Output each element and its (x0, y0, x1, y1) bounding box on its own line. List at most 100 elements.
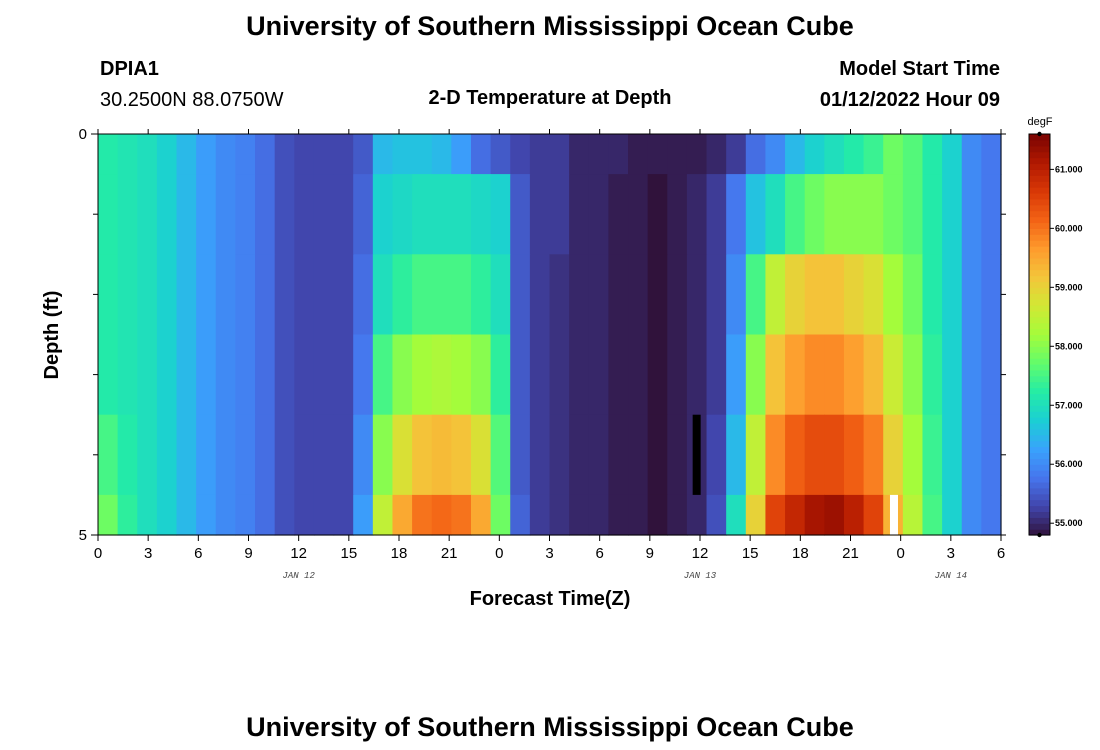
heatmap-cell (313, 254, 335, 336)
heatmap-cell (137, 134, 158, 175)
heatmap-cell (529, 254, 551, 336)
colorbar-band (1029, 287, 1050, 294)
heatmap-cell (156, 254, 178, 336)
colorbar-band (1029, 192, 1050, 200)
heatmap-cell (902, 414, 924, 496)
heatmap-cell (274, 134, 295, 175)
heatmap-cell (412, 254, 433, 336)
colorbar-band (1029, 263, 1050, 271)
colorbar-ticks: 55.000 56.000 57.000 58.000 59.000 60.000 61.0… (1050, 164, 1083, 528)
heatmap-cell (549, 414, 570, 496)
x-tick-label: 21 (441, 545, 458, 562)
y-axis: 05 (79, 126, 1006, 544)
heatmap-cell (824, 174, 845, 255)
colorbar-band (1029, 523, 1050, 530)
x-axis-label: Forecast Time(Z) (470, 588, 631, 610)
heatmap-cell (215, 414, 237, 496)
heatmap-cell (176, 334, 197, 416)
heatmap-cell (294, 174, 315, 255)
heatmap-cell (726, 494, 747, 536)
x-tick-label: 3 (144, 545, 152, 562)
heatmap-cell (353, 334, 374, 416)
heatmap-cell (902, 174, 924, 255)
colorbar-band (1029, 464, 1050, 471)
colorbar (1029, 131, 1050, 538)
colorbar-band (1029, 310, 1050, 318)
plot-title: 2-D Temperature at Depth (428, 87, 671, 109)
heatmap-cell (706, 174, 727, 255)
heatmap-cell (490, 254, 511, 336)
heatmap-cell (313, 134, 335, 175)
x-tick-label: 6 (595, 545, 603, 562)
heatmap-cell (824, 254, 845, 336)
heatmap-cell (333, 174, 354, 255)
heatmap-cell (529, 174, 551, 255)
colorbar-band (1029, 204, 1050, 212)
heatmap-cell (196, 174, 217, 255)
colorbar-band (1029, 216, 1050, 224)
x-tick-label: 6 (997, 545, 1005, 562)
date-labels: JAN 12 JAN 13 JAN 14 (282, 571, 967, 581)
colorbar-band (1029, 428, 1050, 436)
heatmap-cell (588, 254, 609, 336)
heatmap-cell (843, 494, 865, 536)
heatmap-cell (883, 174, 904, 255)
colorbar-band (1029, 358, 1050, 365)
heatmap-cell (470, 494, 492, 536)
heatmap-cell (804, 134, 825, 175)
heatmap-cell (470, 134, 492, 175)
heatmap-cell (549, 254, 570, 336)
heatmap-cell (235, 174, 256, 255)
colorbar-band (1029, 446, 1050, 454)
heatmap-cell (843, 334, 865, 416)
heatmap-cell (706, 494, 727, 536)
colorbar-band (1029, 452, 1050, 459)
heatmap-cell (843, 174, 865, 255)
heatmap-cell (353, 414, 374, 496)
heatmap-cell (235, 414, 256, 496)
x-axis: 0 3 6 9 12 15 18 21 0 3 6 9 12 15 18 21 0 3 6 (94, 129, 1005, 562)
heatmap-cell (196, 414, 217, 496)
colorbar-unit: degF (1027, 116, 1052, 128)
chart-title: University of Southern Mississippi Ocean… (246, 11, 854, 41)
colorbar-band (1029, 399, 1050, 406)
heatmap-cell (313, 174, 335, 255)
heatmap-cell (215, 494, 237, 536)
heatmap-cell (785, 494, 806, 536)
colorbar-band (1029, 234, 1050, 241)
date-label: JAN 14 (935, 571, 967, 581)
colorbar-band (1029, 175, 1050, 182)
heatmap-cell (372, 494, 394, 536)
heatmap-cell (294, 134, 315, 175)
heatmap-cell (922, 414, 943, 496)
heatmap-cell (942, 134, 963, 175)
colorbar-band (1029, 417, 1050, 424)
heatmap-cell (804, 494, 825, 536)
heatmap-cell (235, 334, 256, 416)
heatmap-cell (608, 414, 629, 496)
heatmap-cell (647, 414, 668, 496)
heatmap-cell (902, 254, 924, 336)
heatmap-cell (333, 334, 354, 416)
heatmap-cell (883, 134, 904, 175)
x-tick-label: 0 (495, 545, 503, 562)
heatmap-cell (686, 494, 708, 536)
heatmap-cell (981, 254, 1002, 336)
heatmap-cell (255, 254, 276, 336)
heatmap-cell (412, 174, 433, 255)
heatmap-cell (196, 254, 217, 336)
heatmap-cell (902, 334, 924, 416)
heatmap-cell (490, 134, 511, 175)
heatmap-cell (255, 174, 276, 255)
colorbar-band (1029, 369, 1050, 377)
model-start-value: 01/12/2022 Hour 09 (820, 89, 1000, 111)
y-tick-label: 5 (79, 527, 87, 544)
heatmap-cell (608, 174, 629, 255)
heatmap-cell (274, 174, 295, 255)
heatmap-cell (569, 134, 590, 175)
colorbar-band (1029, 493, 1050, 501)
colorbar-band (1029, 151, 1050, 159)
heatmap-cell (333, 254, 354, 336)
heatmap-cell (431, 494, 452, 536)
heatmap-cell (765, 334, 786, 416)
